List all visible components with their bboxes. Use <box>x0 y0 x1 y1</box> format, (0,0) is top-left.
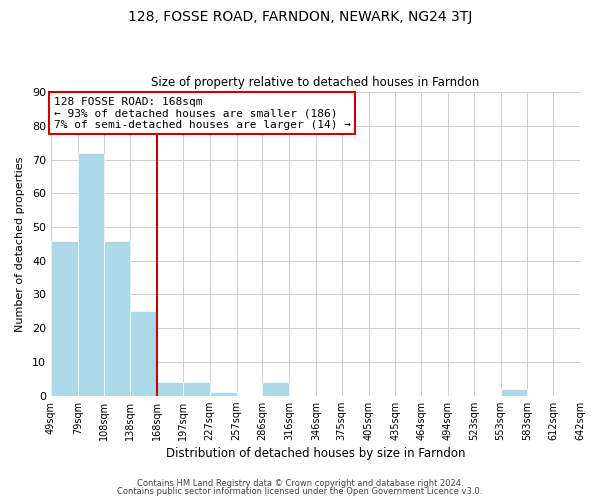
Text: Contains HM Land Registry data © Crown copyright and database right 2024.: Contains HM Land Registry data © Crown c… <box>137 478 463 488</box>
Y-axis label: Number of detached properties: Number of detached properties <box>15 156 25 332</box>
Bar <box>104 240 130 396</box>
Bar <box>157 382 183 396</box>
Text: 128, FOSSE ROAD, FARNDON, NEWARK, NG24 3TJ: 128, FOSSE ROAD, FARNDON, NEWARK, NG24 3… <box>128 10 472 24</box>
X-axis label: Distribution of detached houses by size in Farndon: Distribution of detached houses by size … <box>166 447 465 460</box>
Bar <box>183 382 210 396</box>
Bar <box>130 312 157 396</box>
Bar <box>500 389 527 396</box>
Bar <box>262 382 289 396</box>
Bar <box>51 240 77 396</box>
Text: 128 FOSSE ROAD: 168sqm
← 93% of detached houses are smaller (186)
7% of semi-det: 128 FOSSE ROAD: 168sqm ← 93% of detached… <box>53 96 350 130</box>
Bar <box>210 392 236 396</box>
Text: Contains public sector information licensed under the Open Government Licence v3: Contains public sector information licen… <box>118 487 482 496</box>
Bar <box>77 153 104 396</box>
Title: Size of property relative to detached houses in Farndon: Size of property relative to detached ho… <box>151 76 479 90</box>
